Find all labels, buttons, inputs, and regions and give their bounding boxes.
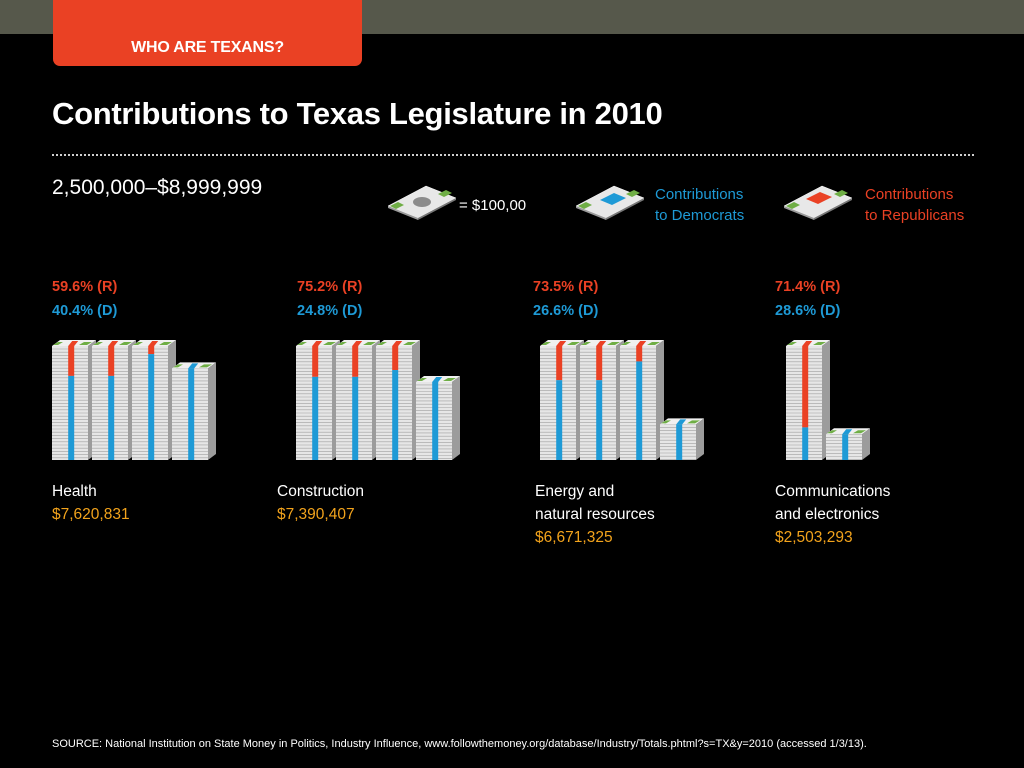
health-r-label: 59.6% (R) — [52, 279, 118, 295]
money-stacks-chart — [52, 340, 870, 461]
health-stacks — [52, 340, 216, 460]
construction-r-label: 75.2% (R) — [297, 279, 363, 295]
construction-stack — [296, 340, 340, 460]
communications-stack — [786, 340, 830, 460]
energy-d-label: 26.6% (D) — [533, 303, 599, 319]
money-bill-icon — [387, 185, 457, 220]
construction-category-label: Construction — [277, 483, 365, 500]
page-title: Contributions to Texas Legislature in 20… — [52, 96, 663, 131]
energy-stacks — [540, 340, 704, 460]
health-stack — [92, 340, 136, 460]
communications-category-label-line2: and electronics — [775, 506, 880, 523]
energy-category-label-line1: Energy and — [535, 483, 615, 500]
communications-d-label: 28.6% (D) — [775, 303, 841, 319]
health-stack — [172, 362, 216, 460]
communications-amount: $2,503,293 — [775, 529, 853, 546]
communications-stack — [826, 428, 870, 461]
legend-rep-line1: Contributions — [865, 186, 954, 203]
construction-stack — [376, 340, 420, 460]
source-note: SOURCE: National Institution on State Mo… — [52, 738, 867, 750]
energy-stack — [620, 340, 664, 460]
legend-unit-label: = $100,00 — [459, 197, 527, 214]
construction-amount: $7,390,407 — [277, 506, 355, 523]
legend-dem-line2: to Democrats — [655, 207, 745, 224]
democrat-bill-icon — [575, 185, 645, 220]
dotted-divider — [52, 154, 974, 156]
section-tab-label: WHO ARE TEXANS? — [131, 39, 284, 56]
section-tab[interactable]: WHO ARE TEXANS? — [53, 0, 362, 66]
construction-stacks — [296, 340, 460, 460]
legend-rep-line2: to Republicans — [865, 207, 965, 224]
energy-stack — [540, 340, 584, 460]
energy-stack — [660, 418, 704, 460]
health-category-label: Health — [52, 483, 97, 500]
legend-dem-line1: Contributions — [655, 186, 744, 203]
energy-amount: $6,671,325 — [535, 529, 613, 546]
republican-bill-icon — [783, 185, 853, 220]
health-amount: $7,620,831 — [52, 506, 130, 523]
range-label: 2,500,000–$8,999,999 — [52, 176, 263, 199]
construction-d-label: 24.8% (D) — [297, 303, 363, 319]
energy-r-label: 73.5% (R) — [533, 279, 599, 295]
construction-stack — [416, 375, 460, 460]
health-stack — [132, 340, 176, 460]
energy-stack — [580, 340, 624, 460]
health-stack — [52, 340, 96, 460]
communications-r-label: 71.4% (R) — [775, 279, 841, 295]
construction-stack — [336, 340, 380, 460]
communications-stacks — [786, 340, 870, 461]
energy-category-label-line2: natural resources — [535, 506, 655, 523]
health-d-label: 40.4% (D) — [52, 303, 118, 319]
communications-category-label-line1: Communications — [775, 483, 891, 500]
